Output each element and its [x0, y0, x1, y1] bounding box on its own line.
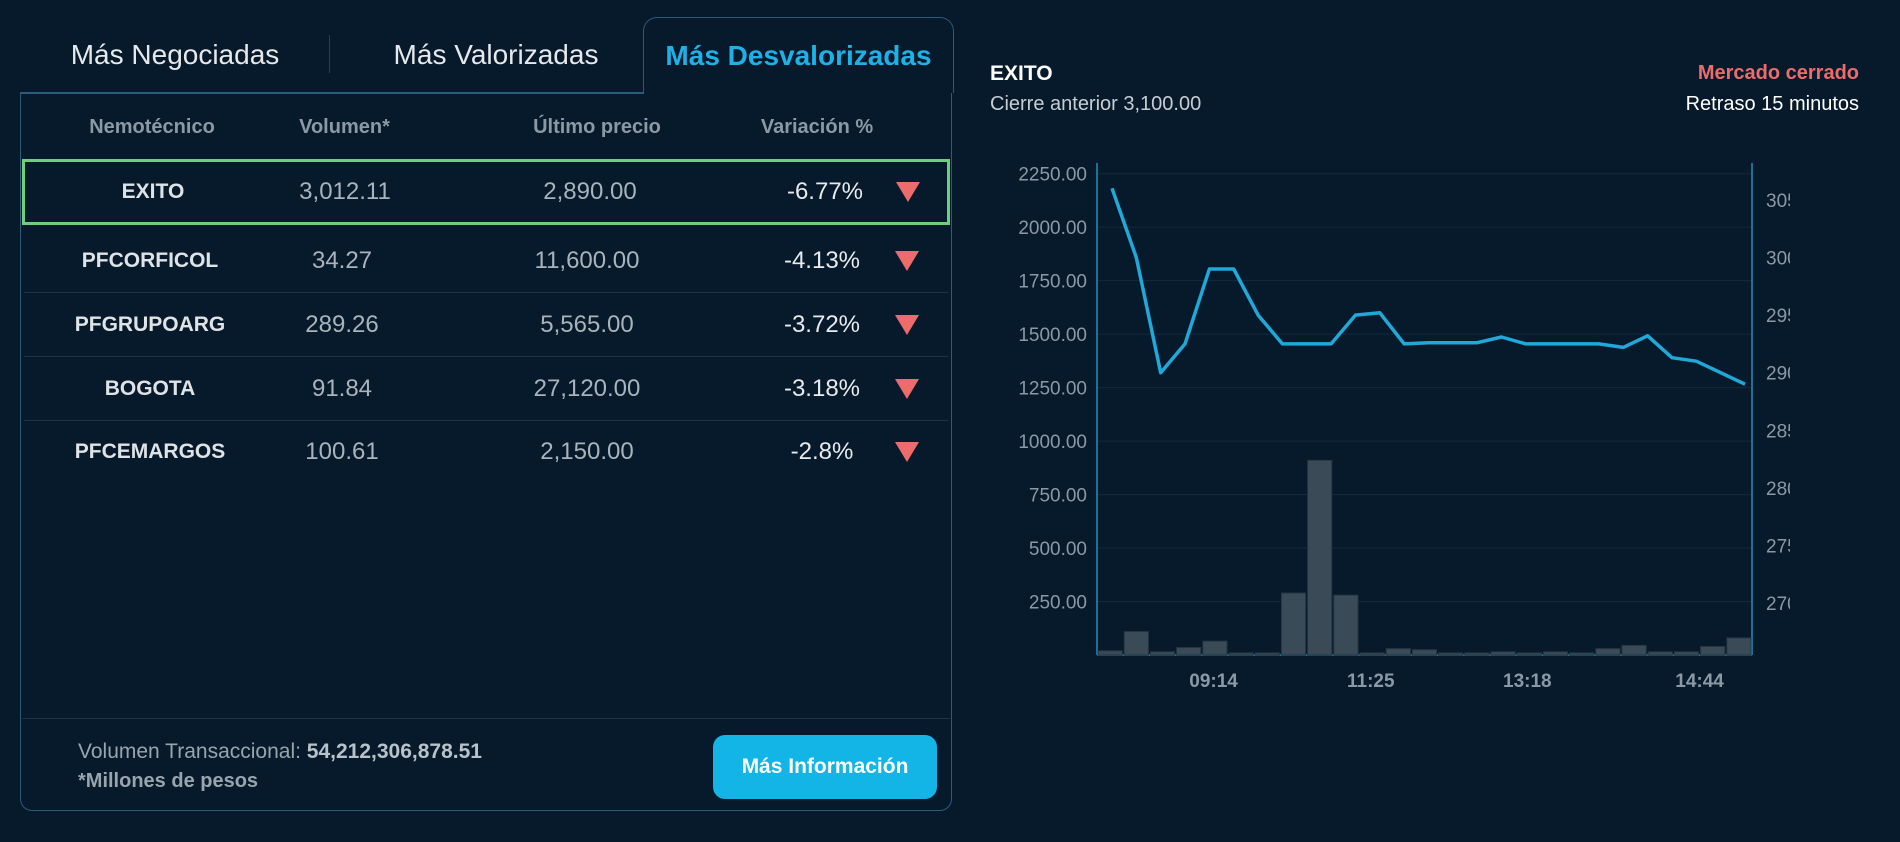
volume-bar: [1465, 653, 1489, 655]
volume-bar: [1674, 652, 1698, 655]
row-change: -4.13%: [722, 247, 922, 275]
transaction-volume-label: Volumen Transaccional:: [78, 740, 307, 763]
table-row[interactable]: PFCORFICOL 34.27 11,600.00 -4.13%: [24, 229, 948, 293]
volume-bar: [1412, 650, 1436, 655]
chart-symbol: EXITO: [990, 62, 1053, 86]
left-axis-tick-label: 1500.00: [1018, 325, 1087, 346]
right-axis-tick-label: 2800.00: [1766, 479, 1790, 500]
volume-bar: [1491, 652, 1515, 655]
row-symbol: PFGRUPOARG: [60, 313, 240, 337]
row-price: 27,120.00: [482, 375, 692, 403]
x-axis-tick-label: 13:18: [1503, 671, 1552, 692]
tab-mas-negociadas[interactable]: Más Negociadas: [20, 17, 330, 93]
down-arrow-icon: [896, 182, 920, 202]
volume-bar: [1281, 593, 1305, 655]
volume-bar: [1124, 631, 1148, 655]
down-arrow-icon: [895, 379, 919, 399]
left-axis-tick-label: 1000.00: [1018, 432, 1087, 453]
down-arrow-icon: [895, 442, 919, 462]
row-change: -6.77%: [725, 178, 925, 206]
tab-mas-desvalorizadas[interactable]: Más Desvalorizadas: [643, 17, 954, 93]
down-arrow-icon: [895, 315, 919, 335]
volume-bar: [1229, 653, 1253, 655]
table-row[interactable]: EXITO 3,012.11 2,890.00 -6.77%: [22, 159, 950, 225]
volume-bar: [1334, 595, 1358, 655]
x-axis-tick-label: 09:14: [1189, 671, 1238, 692]
row-change: -3.18%: [722, 375, 922, 403]
right-axis-tick-label: 2700.00: [1766, 594, 1790, 615]
transaction-volume: Volumen Transaccional: 54,212,306,878.51: [78, 740, 482, 764]
down-arrow-icon: [895, 251, 919, 271]
volume-bar: [1439, 653, 1463, 655]
right-axis-tick-label: 2900.00: [1766, 364, 1790, 385]
volume-bar: [1386, 649, 1410, 655]
header-last-price: Último precio: [492, 116, 702, 139]
market-status: Mercado cerrado: [1698, 62, 1859, 85]
row-price: 11,600.00: [482, 247, 692, 275]
volume-bar: [1360, 653, 1384, 655]
right-axis-tick-label: 2950.00: [1766, 306, 1790, 327]
x-axis-tick-label: 14:44: [1675, 671, 1724, 692]
volume-bar: [1308, 460, 1332, 655]
previous-close: Cierre anterior 3,100.00: [990, 93, 1201, 116]
right-axis-tick-label: 3000.00: [1766, 248, 1790, 269]
table-row[interactable]: BOGOTA 91.84 27,120.00 -3.18%: [24, 357, 948, 421]
volume-bar: [1177, 648, 1201, 655]
right-axis-tick-label: 3050.00: [1766, 191, 1790, 212]
left-axis-tick-label: 250.00: [1029, 593, 1087, 614]
volume-bar: [1255, 653, 1279, 655]
left-axis-tick-label: 2000.00: [1018, 218, 1087, 239]
row-symbol: BOGOTA: [60, 377, 240, 401]
volume-bar: [1622, 645, 1646, 655]
volume-bar: [1648, 652, 1672, 655]
volume-bar: [1596, 649, 1620, 655]
header-volume: Volumen*: [272, 116, 417, 139]
row-price: 2,890.00: [485, 178, 695, 206]
volume-bar: [1203, 641, 1227, 655]
row-symbol: EXITO: [63, 180, 243, 204]
right-axis-tick-label: 2850.00: [1766, 421, 1790, 442]
table-row[interactable]: PFCEMARGOS 100.61 2,150.00 -2.8%: [24, 420, 948, 484]
row-volume: 289.26: [267, 311, 417, 339]
header-symbol: Nemotécnico: [62, 116, 242, 139]
footer-divider: [22, 718, 950, 719]
volume-bar: [1543, 652, 1567, 655]
left-axis-tick-label: 750.00: [1029, 486, 1087, 507]
price-volume-chart: 250.00 500.00 750.00 1000.00 1250.00 1500.00 1…: [990, 150, 1790, 710]
more-info-button[interactable]: Más Información: [713, 735, 937, 799]
x-axis-tick-label: 11:25: [1347, 671, 1395, 692]
row-symbol: PFCEMARGOS: [60, 440, 240, 464]
left-axis-tick-label: 1750.00: [1018, 272, 1087, 293]
volume-bar: [1570, 653, 1594, 655]
transaction-volume-value: 54,212,306,878.51: [307, 740, 482, 763]
row-change: -3.72%: [722, 311, 922, 339]
row-price: 2,150.00: [482, 438, 692, 466]
tab-mas-valorizadas[interactable]: Más Valorizadas: [330, 17, 662, 93]
volume-bar: [1701, 646, 1725, 655]
row-volume: 91.84: [267, 375, 417, 403]
left-axis-tick-label: 1250.00: [1018, 379, 1087, 400]
left-axis-tick-label: 500.00: [1029, 539, 1087, 560]
row-price: 5,565.00: [482, 311, 692, 339]
right-axis-tick-label: 2750.00: [1766, 537, 1790, 558]
row-volume: 100.61: [267, 438, 417, 466]
row-symbol: PFCORFICOL: [60, 249, 240, 273]
tab-bar: Más Negociadas Más Valorizadas Más Desva…: [20, 17, 954, 93]
row-volume: 3,012.11: [270, 178, 420, 206]
row-change: -2.8%: [722, 438, 922, 466]
left-axis-tick-label: 2250.00: [1018, 165, 1087, 186]
price-line: [1112, 188, 1745, 384]
volume-bar: [1098, 651, 1122, 655]
volume-bar: [1727, 638, 1751, 655]
volume-bar: [1150, 652, 1174, 655]
volume-bar: [1517, 653, 1541, 655]
header-change: Variación %: [722, 116, 912, 139]
row-volume: 34.27: [267, 247, 417, 275]
delay-notice: Retraso 15 minutos: [1686, 93, 1859, 116]
table-header: Nemotécnico Volumen* Último precio Varia…: [22, 106, 950, 146]
units-note: *Millones de pesos: [78, 770, 258, 793]
table-row[interactable]: PFGRUPOARG 289.26 5,565.00 -3.72%: [24, 293, 948, 357]
